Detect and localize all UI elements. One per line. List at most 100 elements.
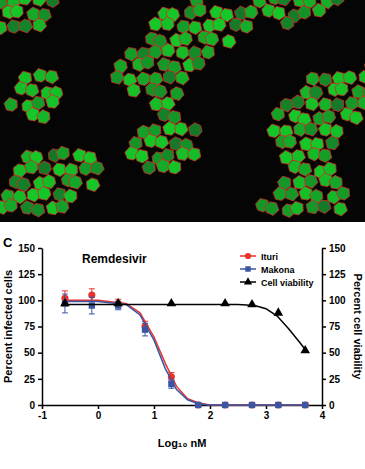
- micrograph-cell: [277, 0, 291, 6]
- data-point: [247, 299, 257, 307]
- y2-tick-label: 50: [329, 347, 341, 358]
- micrograph-cell: [38, 161, 52, 175]
- micrograph-cell: [245, 5, 259, 19]
- micrograph-cell: [142, 161, 155, 175]
- micrograph-cell: [176, 71, 189, 85]
- micrograph-cell: [267, 124, 280, 138]
- micrograph-cell: [326, 136, 339, 150]
- tick-mark: [154, 405, 156, 409]
- micrograph-cell: [285, 187, 299, 201]
- micrograph-cell: [336, 186, 349, 200]
- data-point: [195, 402, 201, 408]
- micrograph-background: [0, 0, 365, 222]
- data-point: [302, 402, 308, 408]
- micrograph-cell: [271, 107, 284, 121]
- micrograph-cell: [163, 70, 177, 84]
- tick-mark: [38, 274, 42, 276]
- micrograph-cell: [10, 4, 23, 18]
- tick: 50: [322, 347, 341, 358]
- data-point: [195, 401, 202, 408]
- micrograph-cell: [272, 6, 285, 20]
- tick: 150: [322, 243, 346, 254]
- x-axis: -1 0 1 2 3 4: [38, 405, 326, 421]
- x-tick-label: 2: [208, 410, 214, 421]
- micrograph-cell: [266, 202, 279, 216]
- legend-label: Makona: [261, 265, 296, 275]
- x-tick-label: 4: [320, 410, 326, 421]
- micrograph-cell: [0, 21, 7, 34]
- micrograph-cells: [0, 0, 365, 218]
- legend: IturiMakonaCell viability: [240, 252, 314, 288]
- micrograph: [0, 0, 365, 222]
- micrograph-cell: [306, 200, 319, 214]
- tick-mark: [38, 352, 42, 354]
- micrograph-cell: [306, 97, 320, 111]
- tick-mark: [322, 274, 326, 276]
- legend-marker: [245, 253, 251, 259]
- tick: 75: [24, 321, 42, 332]
- micrograph-cell: [55, 199, 68, 213]
- micrograph-cell: [331, 98, 344, 112]
- micrograph-cell: [291, 95, 304, 109]
- micrograph-cell: [45, 70, 58, 84]
- tick: 25: [24, 374, 42, 385]
- tick: -1: [38, 405, 47, 421]
- micrograph-cell: [318, 200, 331, 214]
- data-point: [60, 298, 70, 306]
- tick: 0: [29, 400, 42, 411]
- x-tick-label: -1: [38, 410, 47, 421]
- y2-tick-label: 25: [329, 374, 341, 385]
- y-tick-label: 150: [18, 243, 35, 254]
- data-point: [302, 401, 309, 408]
- micrograph-cell: [111, 70, 125, 84]
- x-tick-label: 0: [96, 410, 102, 421]
- micrograph-cell: [304, 122, 318, 136]
- micrograph-cell: [18, 0, 31, 5]
- micrograph-cell: [343, 71, 357, 85]
- tick: 100: [322, 295, 346, 306]
- micrograph-cell: [69, 175, 83, 189]
- data-point: [113, 298, 123, 306]
- data-point: [220, 298, 230, 306]
- micrograph-cell: [319, 73, 332, 86]
- tick: 100: [18, 295, 42, 306]
- tick: 3: [264, 405, 270, 421]
- plot-area: [60, 289, 310, 409]
- micrograph-cell: [189, 123, 202, 137]
- micrograph-cell: [335, 82, 348, 96]
- tick: 1: [152, 405, 158, 421]
- micrograph-cell: [33, 0, 47, 6]
- micrograph-cell: [46, 94, 59, 108]
- micrograph-cell: [161, 43, 174, 57]
- micrograph-cell: [273, 187, 286, 201]
- micrograph-cell: [201, 45, 214, 59]
- tick: 25: [322, 374, 341, 385]
- micrograph-cell: [163, 121, 176, 135]
- tick-mark: [98, 405, 100, 409]
- micrograph-cell: [189, 21, 202, 34]
- y-tick-label: 50: [24, 347, 36, 358]
- tick-mark: [322, 352, 326, 354]
- y2-tick-label: 100: [329, 295, 346, 306]
- tick: 50: [24, 347, 42, 358]
- tick: 125: [322, 269, 346, 280]
- micrograph-cell: [79, 162, 92, 175]
- micrograph-cell: [192, 56, 205, 70]
- micrograph-cell: [187, 148, 200, 161]
- tick-mark: [322, 300, 326, 302]
- tick-mark: [38, 326, 42, 328]
- data-point: [222, 402, 228, 408]
- y2-axis-title: Percent cell viability: [352, 274, 364, 381]
- micrograph-cell: [144, 134, 157, 148]
- micrograph-cell: [240, 20, 253, 34]
- micrograph-cell: [32, 203, 45, 216]
- x-tick-label: 1: [152, 410, 158, 421]
- micrograph-cell: [26, 84, 39, 98]
- data-point: [249, 402, 255, 408]
- micrograph-cell: [283, 134, 296, 148]
- micrograph-cell: [297, 6, 310, 20]
- tick-mark: [322, 326, 326, 328]
- micrograph-cell: [86, 178, 100, 192]
- tick: 75: [322, 321, 341, 332]
- micrograph-cell: [53, 163, 66, 176]
